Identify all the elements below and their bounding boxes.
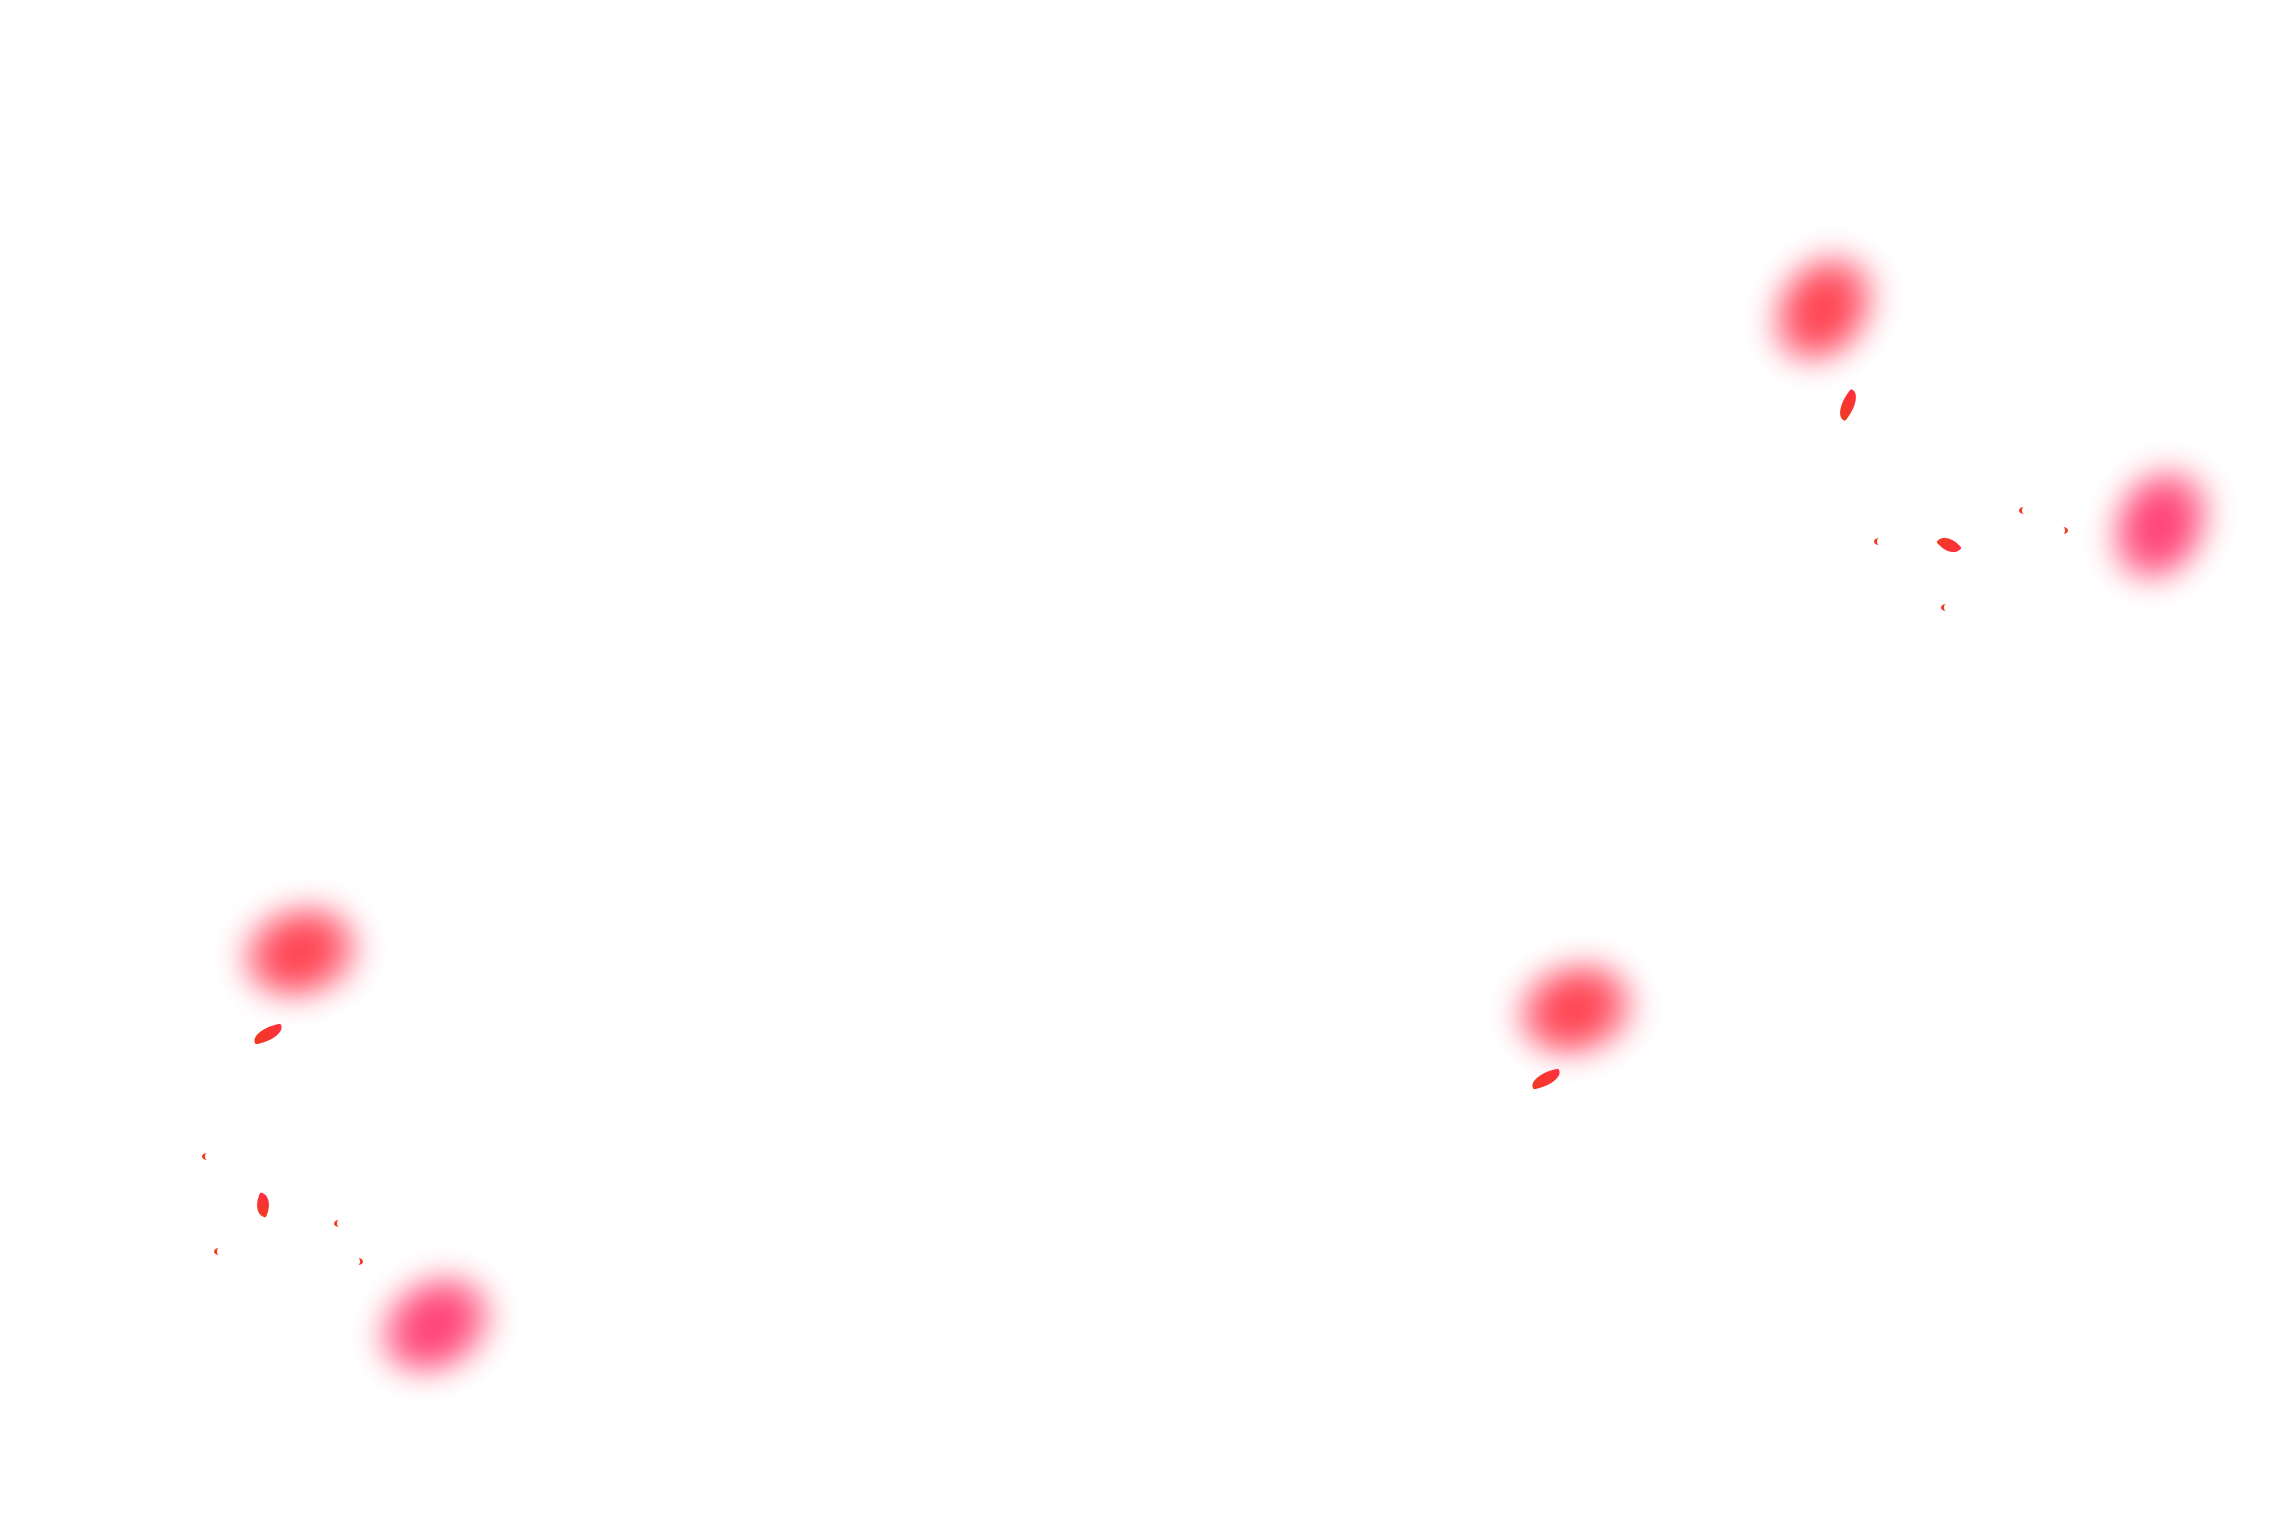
petal-fragment [1833, 388, 1863, 422]
blurred-petal [1500, 941, 1650, 1078]
petal-fragment [252, 1192, 274, 1218]
petal-speck [353, 1258, 363, 1265]
petal-speck [334, 1220, 344, 1227]
petal-speck [214, 1248, 224, 1255]
petal-speck [2019, 507, 2029, 514]
petal-fragment [1529, 1068, 1563, 1090]
blurred-petal [225, 884, 375, 1021]
blurred-petal [358, 1250, 512, 1401]
petal-speck [1874, 538, 1884, 545]
petal-speck [1941, 604, 1951, 611]
petal-fragment [251, 1023, 285, 1045]
petal-fragment [1936, 532, 1962, 558]
petal-speck [202, 1153, 212, 1160]
blurred-petal [1752, 234, 1894, 385]
petal-speck [2058, 527, 2068, 534]
blurred-petal [2096, 453, 2224, 598]
